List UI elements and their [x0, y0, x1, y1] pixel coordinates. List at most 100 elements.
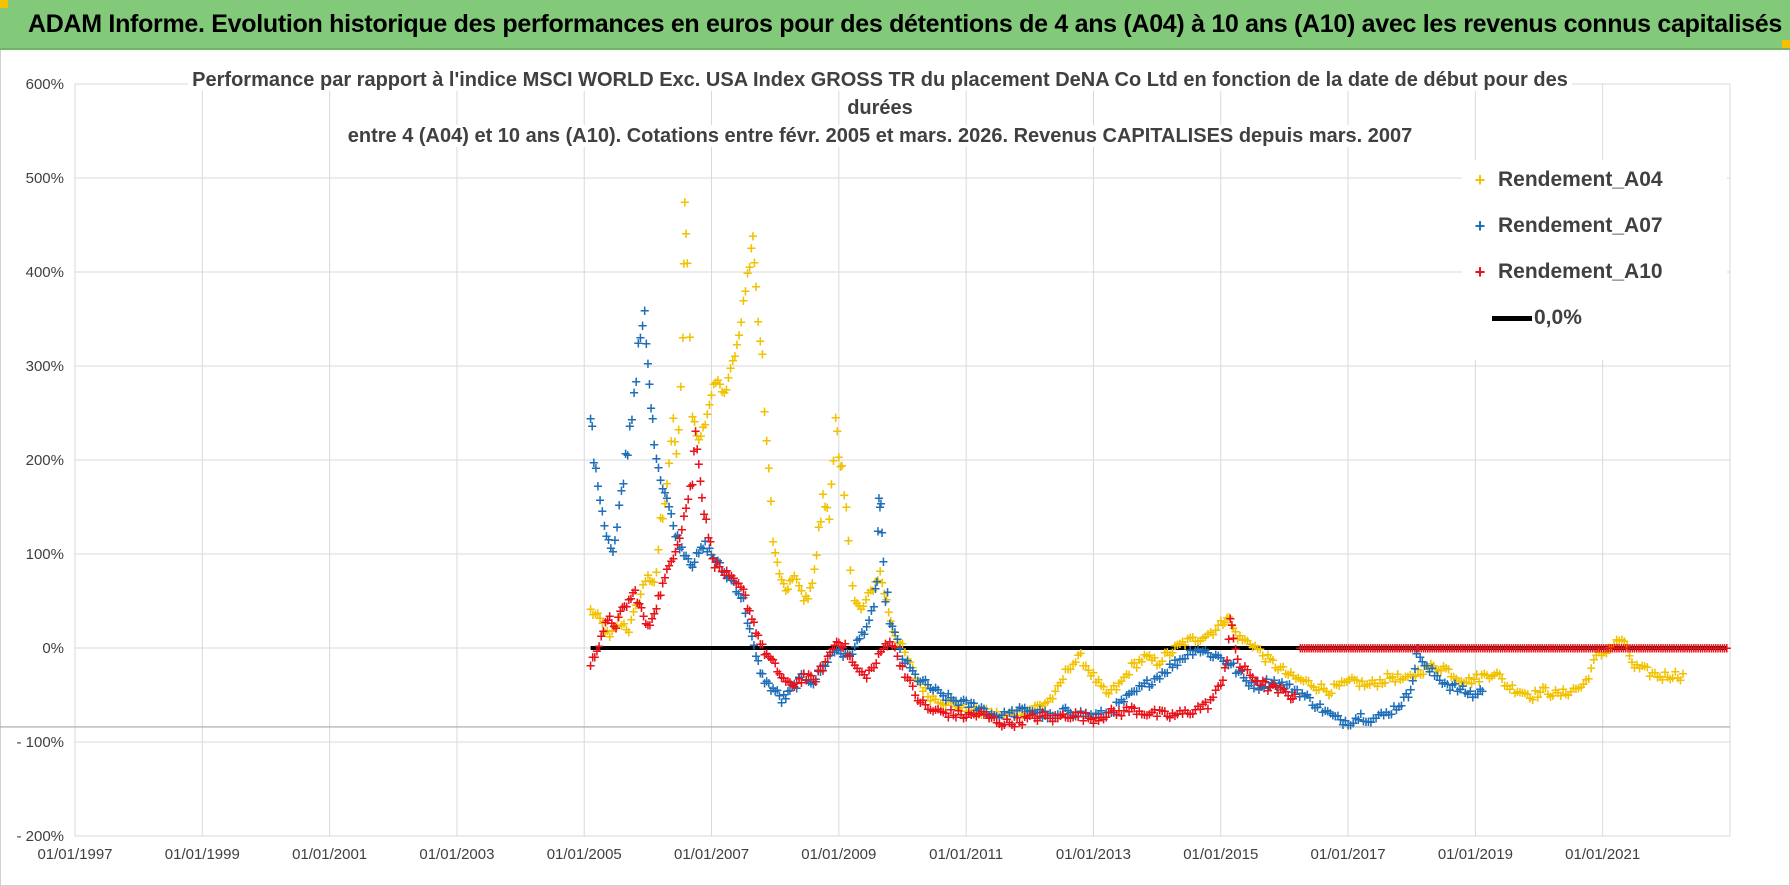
data-point: +: [1260, 655, 1271, 670]
data-point: +: [1570, 642, 1581, 657]
data-point: +: [1354, 642, 1365, 657]
data-point: +: [938, 698, 949, 713]
data-point: +: [625, 592, 636, 607]
data-point: +: [1467, 690, 1478, 705]
data-point: +: [649, 438, 660, 453]
data-point: +: [925, 694, 936, 709]
data-point: +: [838, 650, 849, 665]
data-point: +: [1116, 709, 1127, 724]
data-point: +: [653, 589, 664, 604]
data-point: +: [785, 574, 796, 589]
data-point: +: [1492, 666, 1503, 681]
data-point: +: [847, 647, 858, 662]
data-point: +: [664, 559, 675, 574]
data-point: +: [1136, 679, 1147, 694]
data-point: +: [1302, 688, 1313, 703]
data-point: +: [1063, 663, 1074, 678]
data-point: +: [1350, 642, 1361, 657]
data-point: +: [1271, 680, 1282, 695]
data-point: +: [1129, 685, 1140, 700]
data-point: +: [692, 442, 703, 457]
data-point: +: [935, 686, 946, 701]
data-point: +: [1017, 702, 1028, 717]
data-point: +: [1083, 710, 1094, 725]
data-point: +: [945, 695, 956, 710]
data-point: +: [689, 555, 700, 570]
data-point: +: [887, 619, 898, 634]
data-point: +: [902, 671, 913, 686]
data-point: +: [1052, 712, 1063, 727]
data-point: +: [923, 690, 934, 705]
data-point: +: [1275, 681, 1286, 696]
data-point: +: [864, 664, 875, 679]
data-point: +: [1022, 703, 1033, 718]
data-point: +: [1182, 648, 1193, 663]
data-point: +: [1581, 642, 1592, 657]
data-point: +: [866, 661, 877, 676]
data-point: +: [1215, 614, 1226, 629]
legend-item-zero: 0,0%: [1492, 303, 1582, 333]
data-point: +: [1149, 703, 1160, 718]
data-point: +: [1330, 710, 1341, 725]
data-point: +: [751, 650, 762, 665]
data-point: +: [907, 661, 918, 676]
data-point: +: [1111, 683, 1122, 698]
data-point: +: [1007, 705, 1018, 720]
data-point: +: [1296, 673, 1307, 688]
series-a10: ++++++++++++++++++++++++++++++++++++++++…: [585, 424, 1300, 735]
data-point: +: [1070, 656, 1081, 671]
data-point: +: [1356, 642, 1367, 657]
data-point: +: [1080, 706, 1091, 721]
data-point: +: [1029, 712, 1040, 727]
data-point: +: [1420, 642, 1431, 657]
data-point: +: [1222, 611, 1233, 626]
data-point: +: [1177, 707, 1188, 722]
data-point: +: [897, 637, 908, 652]
data-point: +: [1273, 686, 1284, 701]
data-point: +: [1405, 642, 1416, 657]
data-point: +: [1506, 642, 1517, 657]
data-point: +: [1266, 676, 1277, 691]
data-point: +: [809, 562, 820, 577]
data-point: +: [920, 673, 931, 688]
data-point: +: [759, 677, 770, 692]
data-point: +: [889, 640, 900, 655]
data-point: +: [1213, 679, 1224, 694]
data-point: +: [734, 328, 745, 343]
data-point: +: [849, 594, 860, 609]
data-point: +: [1480, 642, 1491, 657]
data-point: +: [994, 710, 1005, 725]
data-point: +: [1450, 677, 1461, 692]
data-point: +: [1684, 642, 1695, 657]
data-point: +: [1304, 691, 1315, 706]
data-point: +: [1398, 642, 1409, 657]
data-point: +: [1721, 642, 1732, 657]
data-point: +: [657, 576, 668, 591]
data-point: +: [755, 637, 766, 652]
data-point: +: [593, 480, 604, 495]
data-point: +: [1279, 682, 1290, 697]
data-point: +: [1355, 707, 1366, 722]
data-point: +: [1252, 674, 1263, 689]
data-point: +: [1352, 674, 1363, 689]
data-point: +: [603, 533, 614, 548]
data-point: +: [948, 696, 959, 711]
data-point: +: [1385, 642, 1396, 657]
data-point: +: [1484, 642, 1495, 657]
data-point: +: [796, 667, 807, 682]
data-point: +: [838, 641, 849, 656]
data-point: +: [984, 709, 995, 724]
data-point: +: [1255, 643, 1266, 658]
data-point: +: [817, 658, 828, 673]
data-point: +: [653, 543, 664, 558]
data-point: +: [1019, 701, 1030, 716]
data-point: +: [1032, 699, 1043, 714]
data-point: +: [961, 694, 972, 709]
data-point: +: [888, 625, 899, 640]
data-point: +: [1484, 672, 1495, 687]
data-point: +: [604, 630, 615, 645]
data-point: +: [1009, 710, 1020, 725]
data-point: +: [1592, 642, 1603, 657]
data-point: +: [1106, 683, 1117, 698]
data-point: +: [1057, 702, 1068, 717]
